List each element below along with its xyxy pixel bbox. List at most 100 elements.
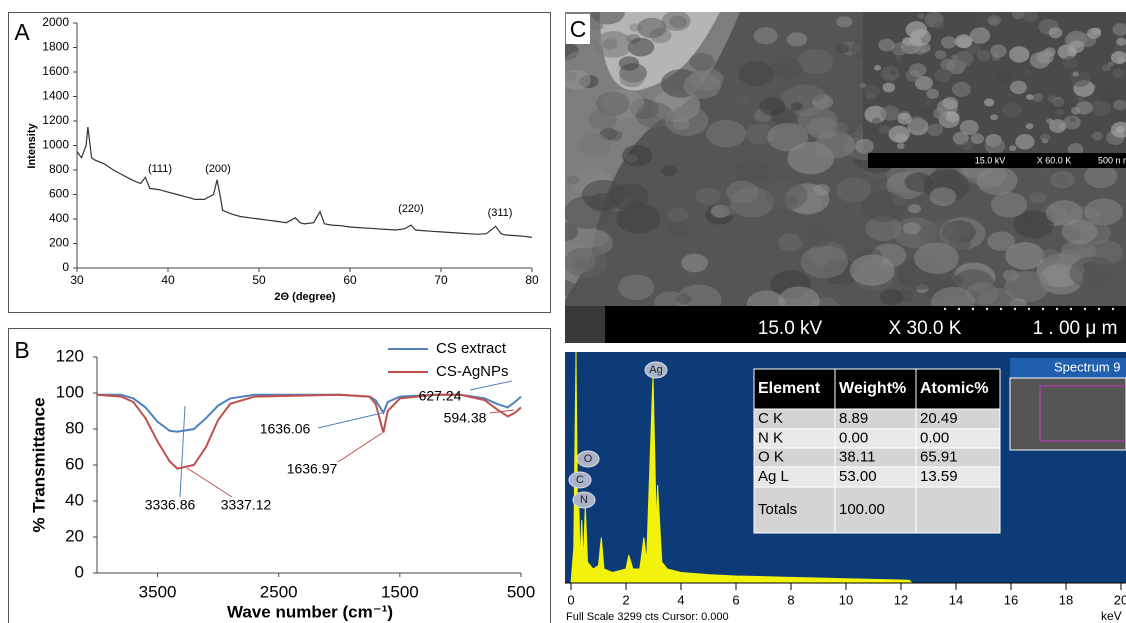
sem-inset-grain: [1068, 40, 1084, 53]
sem-grain: [787, 32, 807, 46]
sem-scale-dot: [1112, 308, 1114, 310]
x-tick-label: 2500: [260, 582, 298, 601]
sem-grain: [801, 245, 848, 278]
table-cell-text: Totals: [758, 501, 797, 518]
sem-inset-bar-text: 500 n m: [1098, 155, 1126, 165]
peak-annotation: (220): [398, 203, 424, 215]
x-tick-label: 2: [622, 592, 629, 607]
sem-grain: [554, 280, 576, 296]
y-tick-label: 200: [49, 236, 69, 250]
sem-grain: [836, 178, 871, 203]
sem-inset-grain: [1071, 107, 1081, 115]
table-header: Weight%: [839, 380, 906, 397]
sem-grain: [620, 70, 645, 88]
x-axis-title: keV: [1101, 609, 1122, 623]
sem-inset-grain: [878, 93, 888, 101]
y-axis-title: Intensity: [26, 123, 38, 169]
sem-grain: [665, 106, 708, 136]
sem-grain: [1070, 257, 1116, 290]
y-tick-label: 1800: [42, 40, 69, 54]
sem-inset-grain: [943, 97, 959, 109]
sem-inset-grain: [1007, 93, 1013, 98]
sem-inset-grain: [952, 82, 971, 97]
sem-bar-text: X 30.0 K: [889, 318, 962, 339]
sem-grain: [668, 207, 689, 222]
sem-grain: [903, 222, 921, 234]
sem-grain: [807, 89, 824, 101]
table-cell-text: 53.00: [839, 468, 877, 485]
sem-grain: [930, 187, 957, 206]
sem-grain: [791, 102, 803, 111]
sem-inset-grain: [1023, 10, 1038, 22]
y-tick-label: 20: [65, 526, 84, 545]
sem-inset-grain: [874, 65, 881, 71]
figure: 15.0 kVX 60.0 K500 n m15.0 kVX 30.0 K1 .…: [0, 0, 1126, 623]
sem-grain: [578, 133, 611, 156]
x-tick-label: 16: [1004, 592, 1018, 607]
sem-bar-text: 15.0 kV: [758, 318, 823, 339]
sem-grain: [1030, 192, 1046, 203]
sem-grain: [668, 221, 690, 237]
x-axis-title: Wave number (cm⁻¹): [227, 602, 393, 621]
sem-inset-grain: [1069, 117, 1076, 122]
table-cell-text: C K: [758, 410, 783, 427]
y-tick-label: 1600: [42, 64, 69, 78]
sem-grain: [765, 181, 807, 211]
y-tick-label: 1400: [42, 89, 69, 103]
sem-inset-grain: [1097, 87, 1117, 103]
sem-inset-grain: [971, 133, 984, 144]
sem-grain: [661, 166, 677, 177]
sem-inset-grain: [934, 21, 945, 30]
y-tick-label: 100: [56, 382, 84, 401]
y-tick-label: 1000: [42, 138, 69, 152]
table-cell: [916, 487, 1000, 533]
table-header: Element: [758, 380, 821, 397]
sem-grain: [567, 176, 579, 184]
x-tick-label: 40: [161, 273, 175, 287]
sem-inset-grain: [897, 113, 911, 125]
sem-inset-grain: [888, 126, 909, 143]
sem-grain: [562, 70, 591, 90]
sem-grain: [798, 223, 833, 248]
sem-inset-grain: [1116, 38, 1126, 46]
sem-inset-grain: [985, 138, 1005, 154]
sem-grain: [599, 31, 626, 50]
sem-inset-grain: [970, 27, 990, 43]
peak-label: O: [584, 453, 593, 465]
table-cell-text: Ag L: [758, 468, 789, 485]
sem-inset-grain: [990, 19, 997, 24]
sem-inset-grain: [1092, 132, 1103, 141]
peak-annotation: 3337.12: [221, 497, 272, 513]
peak-label: C: [576, 474, 584, 486]
sem-grain: [759, 97, 785, 115]
legend-label: CS extract: [436, 340, 507, 357]
sem-inset-bar-text: 15.0 kV: [975, 155, 1006, 165]
sem-grain: [850, 254, 895, 285]
edx-footer: Full Scale 3299 cts Cursor: 0.000: [566, 611, 729, 623]
peak-label: Ag: [649, 364, 662, 376]
sem-inset-grain: [960, 120, 979, 135]
sem-image: 15.0 kVX 60.0 K500 n m15.0 kVX 30.0 K1 .…: [551, 0, 1126, 343]
x-tick-label: 80: [525, 273, 539, 287]
sem-grain: [1053, 174, 1071, 186]
page: 15.0 kVX 60.0 K500 n m15.0 kVX 30.0 K1 .…: [0, 0, 1126, 623]
x-axis-title: 2Θ (degree): [274, 291, 335, 303]
sem-inset-grain: [926, 89, 939, 99]
sem-grain: [798, 107, 838, 135]
y-tick-label: 800: [49, 162, 69, 176]
sem-inset-bar-text: X 60.0 K: [1037, 155, 1072, 165]
sem-grain: [607, 130, 622, 140]
sem-grain: [681, 254, 708, 273]
sem-scale-dot: [944, 308, 946, 310]
sem-inset-grain: [1026, 94, 1033, 100]
peak-annotation: 594.38: [444, 410, 487, 426]
sem-inset-grain: [1116, 126, 1125, 133]
sem-scale-dot: [1084, 308, 1086, 310]
sem-scale-dot: [1042, 308, 1044, 310]
sem-grain: [798, 49, 834, 74]
sem-grain: [880, 289, 903, 305]
table-cell-text: 100.00: [839, 501, 885, 518]
sem-inset-grain: [1009, 46, 1029, 62]
sem-scale-dot: [958, 308, 960, 310]
